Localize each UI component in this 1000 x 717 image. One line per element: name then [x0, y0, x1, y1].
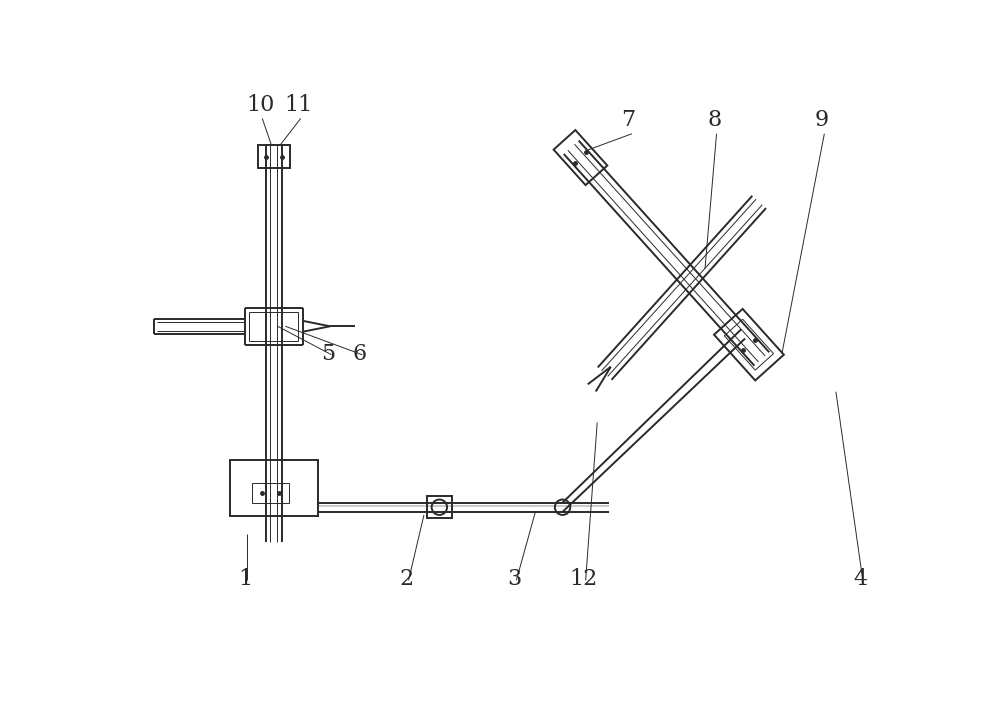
Text: 3: 3 [507, 569, 521, 590]
Bar [724, 319, 774, 370]
Bar [258, 146, 290, 168]
Text: 9: 9 [815, 110, 829, 131]
Bar [554, 130, 607, 185]
Bar [252, 483, 289, 503]
Text: 7: 7 [621, 110, 635, 131]
Text: 5: 5 [321, 343, 335, 365]
Text: 12: 12 [569, 569, 597, 590]
Text: 11: 11 [284, 94, 313, 116]
Bar [714, 309, 784, 381]
Text: 2: 2 [399, 569, 413, 590]
Text: 1: 1 [238, 569, 252, 590]
Text: 10: 10 [247, 94, 275, 116]
Text: 6: 6 [353, 343, 367, 365]
Bar [230, 460, 318, 516]
Bar [427, 496, 452, 518]
Text: 8: 8 [707, 110, 721, 131]
Text: 4: 4 [853, 569, 868, 590]
